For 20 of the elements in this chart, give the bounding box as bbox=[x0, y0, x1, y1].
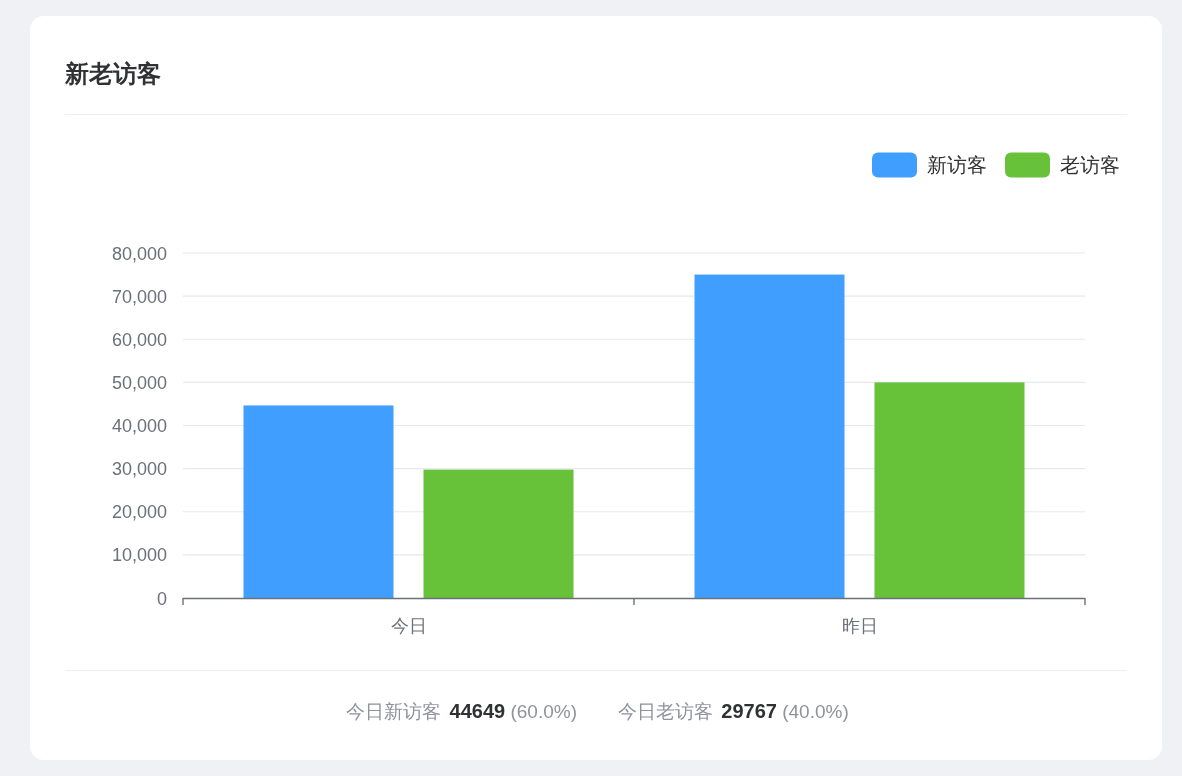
y-tick-label: 30,000 bbox=[111, 459, 167, 480]
y-tick-label: 60,000 bbox=[111, 329, 167, 350]
bar bbox=[874, 382, 1025, 598]
bar bbox=[423, 469, 574, 598]
y-tick-label: 20,000 bbox=[111, 502, 167, 523]
y-tick-label: 80,000 bbox=[111, 243, 167, 264]
legend-label: 新访客 bbox=[927, 154, 987, 176]
bar bbox=[243, 405, 394, 598]
x-tick-label: 昨日 bbox=[841, 616, 878, 636]
y-tick-label: 50,000 bbox=[111, 372, 167, 393]
legend-label: 老访客 bbox=[1060, 154, 1120, 176]
y-tick-label: 70,000 bbox=[111, 286, 167, 307]
bar bbox=[694, 274, 845, 598]
y-tick-label: 10,000 bbox=[111, 545, 167, 566]
y-tick-label: 0 bbox=[156, 588, 167, 609]
text: 今日老访客 29767 (40.0%) bbox=[618, 700, 849, 722]
y-tick-label: 40,000 bbox=[111, 416, 167, 436]
x-tick-label: 今日 bbox=[390, 616, 427, 636]
chart-title: 新老访客 bbox=[64, 60, 161, 87]
text: 今日新访客 44649 (60.0%) bbox=[346, 700, 577, 722]
